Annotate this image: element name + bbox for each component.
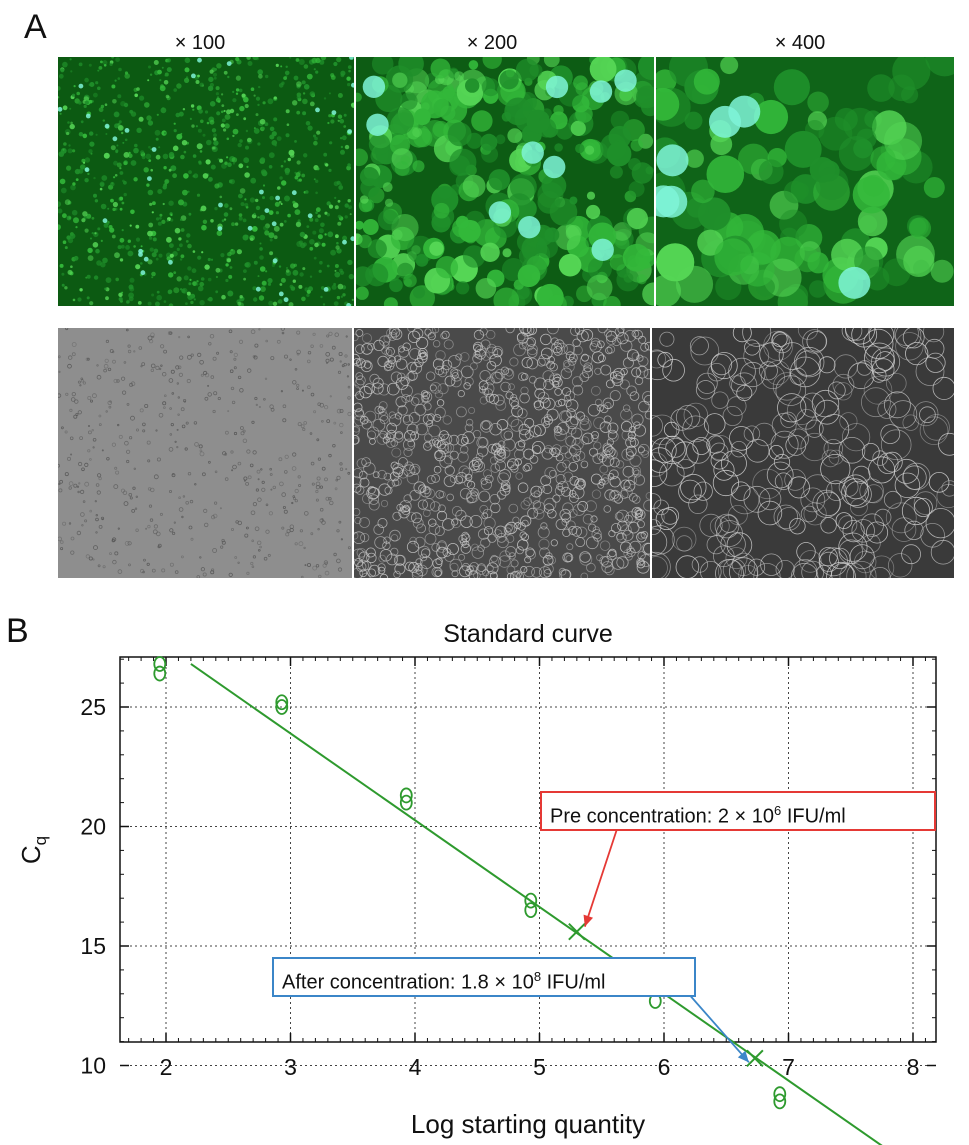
- standard-curve-chart: Standard curve 2 3 4 5 6 7 8 10 15 20 25 Log startin…: [16, 620, 937, 1145]
- y-tick-label: 15: [80, 933, 106, 959]
- data-point-circle: [773, 1093, 787, 1110]
- x-tick-label: 8: [907, 1054, 920, 1080]
- magnification-label-200: × 200: [466, 32, 518, 54]
- x-axis-label: Log starting quantity: [411, 1109, 645, 1139]
- data-point-circle: [524, 902, 538, 919]
- fit-line: [190, 663, 883, 1145]
- after-callout-text: After concentration: 1.8 × 10: [282, 971, 534, 994]
- data-point-circle: [524, 892, 538, 909]
- after-callout-unit: IFU/ml: [541, 971, 606, 994]
- brightfield-cells: [354, 328, 650, 578]
- data-point-circle: [399, 787, 413, 804]
- data-point-circle: [275, 699, 289, 715]
- pre-callout-arrow: [583, 828, 618, 927]
- y-tick-label: 10: [80, 1053, 106, 1079]
- y-tick-label: 20: [80, 814, 106, 840]
- data-point-circle: [275, 694, 289, 711]
- brightfield-image-x100: [58, 328, 352, 578]
- brightfield-image-x200: [354, 328, 650, 578]
- x-tick-label: 5: [533, 1054, 546, 1080]
- fluorescent-cells: [356, 57, 654, 306]
- data-point-circle: [773, 1086, 787, 1103]
- pre-concentration-callout: Pre concentration: 2 × 106 IFU/ml: [540, 791, 936, 831]
- x-tick-label: 4: [409, 1054, 422, 1080]
- fluorescence-image-x400: [656, 57, 954, 306]
- brightfield-cells: [652, 328, 954, 578]
- fluorescence-image-x100: [58, 57, 354, 306]
- data-point-x: [746, 1049, 764, 1068]
- data-point-circle: [399, 794, 413, 811]
- pre-callout-exponent: 6: [774, 803, 782, 818]
- panel-b-letter: B: [6, 612, 29, 650]
- fluorescent-cells: [58, 57, 354, 306]
- x-tick-label: 7: [782, 1054, 795, 1080]
- pre-callout-unit: IFU/ml: [781, 805, 846, 828]
- plot-frame: [119, 656, 937, 1043]
- data-point-x: [568, 922, 586, 941]
- brightfield-cells: [58, 328, 352, 578]
- pre-callout-text: Pre concentration: 2 × 10: [550, 805, 775, 828]
- magnification-label-400: × 400: [774, 32, 826, 54]
- data-point-circle: [153, 656, 167, 672]
- x-tick-label: 2: [160, 1054, 173, 1080]
- y-tick-label: 25: [80, 694, 106, 720]
- x-tick-label: 6: [658, 1054, 671, 1080]
- fluorescence-image-x200: [356, 57, 654, 306]
- brightfield-image-x400: [652, 328, 954, 578]
- chart-title: Standard curve: [443, 620, 613, 648]
- y-axis-label: Cq: [16, 836, 50, 864]
- grid: [120, 657, 936, 1066]
- magnification-label-100: × 100: [174, 32, 226, 54]
- panel-a-letter: A: [24, 8, 47, 46]
- x-tick-label: 3: [284, 1054, 297, 1080]
- after-concentration-callout: After concentration: 1.8 × 108 IFU/ml: [272, 957, 696, 997]
- fluorescent-cells: [656, 57, 954, 306]
- after-callout-exponent: 8: [533, 969, 542, 984]
- data-point-circle: [153, 665, 167, 682]
